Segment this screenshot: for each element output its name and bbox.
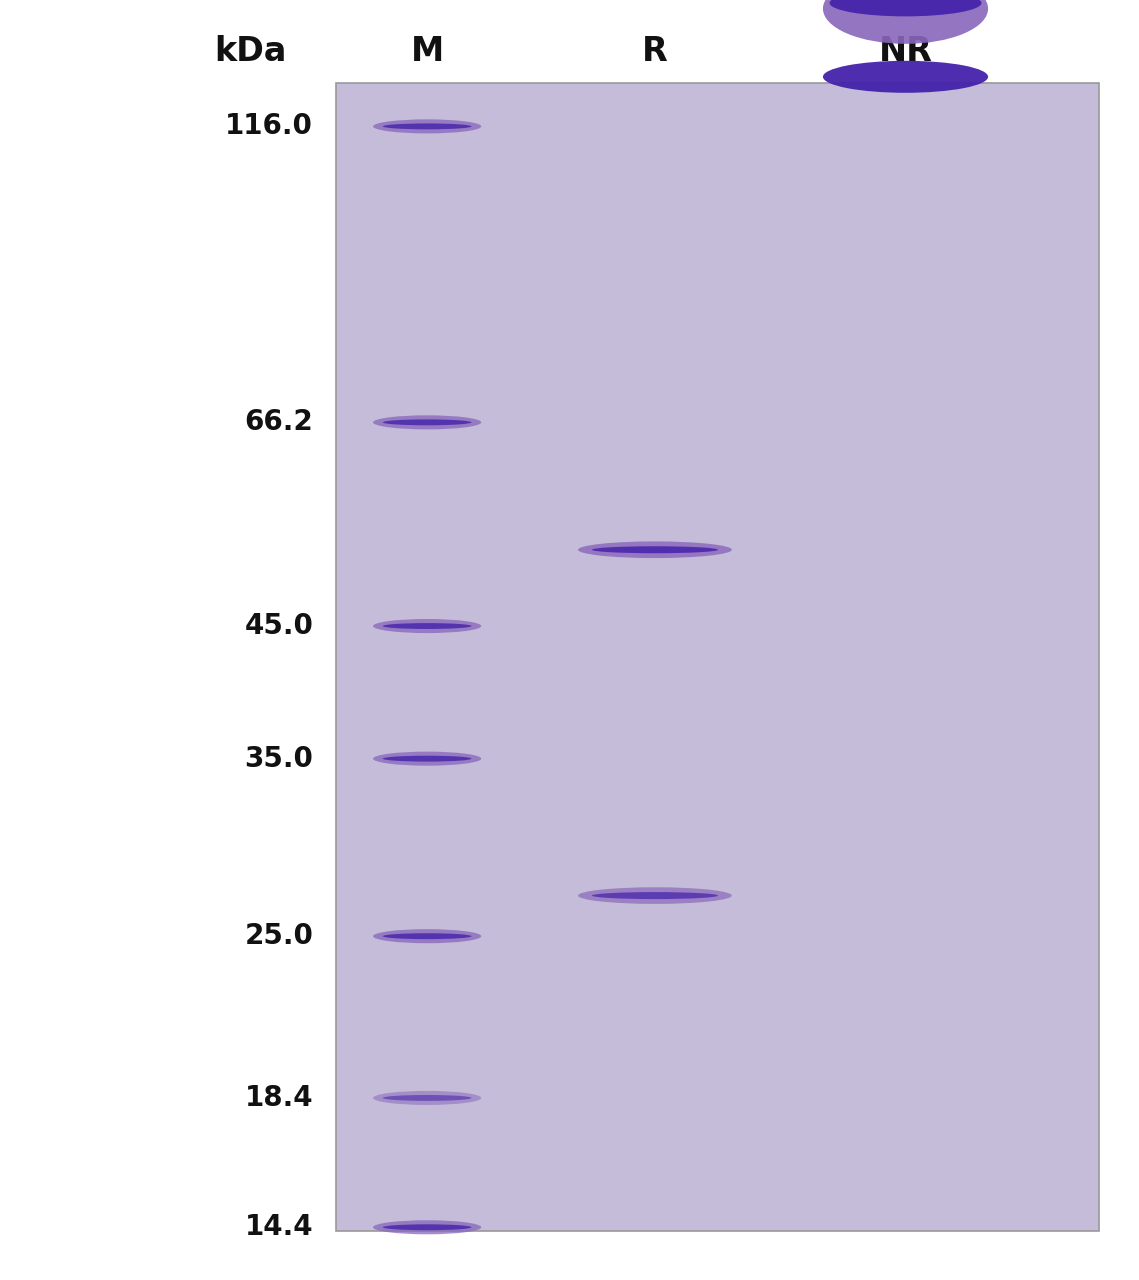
Ellipse shape [592,547,718,553]
Ellipse shape [592,892,718,899]
Ellipse shape [829,0,982,17]
Ellipse shape [822,60,988,92]
Ellipse shape [372,415,482,429]
Text: 18.4: 18.4 [245,1084,313,1112]
Ellipse shape [383,420,472,425]
Ellipse shape [383,123,472,129]
Text: M: M [410,35,444,68]
Text: 35.0: 35.0 [245,745,313,773]
Ellipse shape [372,751,482,765]
Text: NR: NR [878,35,933,68]
Text: 116.0: 116.0 [226,113,313,141]
Text: kDa: kDa [214,35,287,68]
Ellipse shape [372,1220,482,1234]
FancyBboxPatch shape [336,83,1099,1231]
Text: 14.4: 14.4 [245,1213,313,1242]
Text: 25.0: 25.0 [245,922,313,950]
Ellipse shape [577,541,731,558]
Text: R: R [642,35,667,68]
Ellipse shape [383,1224,472,1230]
Ellipse shape [383,755,472,762]
Ellipse shape [383,933,472,940]
Ellipse shape [372,620,482,634]
Ellipse shape [822,0,988,44]
Text: 66.2: 66.2 [245,408,313,436]
Ellipse shape [372,929,482,943]
Ellipse shape [372,119,482,133]
Ellipse shape [383,1094,472,1101]
Ellipse shape [577,887,731,904]
Ellipse shape [372,1091,482,1105]
Ellipse shape [383,623,472,628]
Text: 45.0: 45.0 [245,612,313,640]
